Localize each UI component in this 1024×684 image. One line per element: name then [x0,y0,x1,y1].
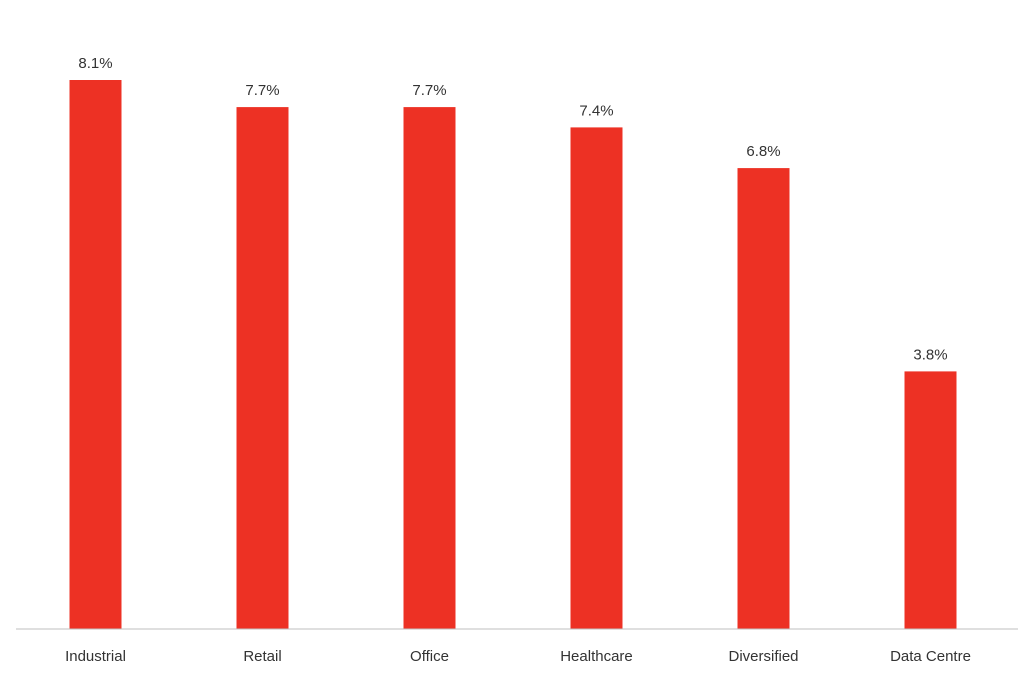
category-label-industrial: Industrial [65,648,126,665]
category-label-healthcare: Healthcare [560,648,633,665]
value-label-diversified: 6.8% [746,143,780,160]
value-label-office: 7.7% [412,82,446,99]
category-label-diversified: Diversified [728,648,798,665]
bar-retail [236,107,289,630]
category-label-data-centre: Data Centre [890,648,971,665]
value-label-industrial: 8.1% [78,55,112,72]
bars-group [69,80,957,630]
category-label-retail: Retail [243,648,281,665]
value-label-healthcare: 7.4% [579,102,613,119]
category-label-office: Office [410,648,449,665]
bar-industrial [69,80,122,629]
bar-diversified [737,168,790,629]
value-label-retail: 7.7% [245,82,279,99]
category-labels-group: Industrial Retail Office Healthcare Diversif… [65,648,971,665]
value-labels-group: 8.1% 7.7% 7.7% 7.4% 6.8% 3.8% [78,55,947,363]
bar-healthcare [570,127,623,630]
bar-office [403,107,456,630]
value-label-data-centre: 3.8% [913,346,947,363]
bar-data-centre [904,371,957,629]
